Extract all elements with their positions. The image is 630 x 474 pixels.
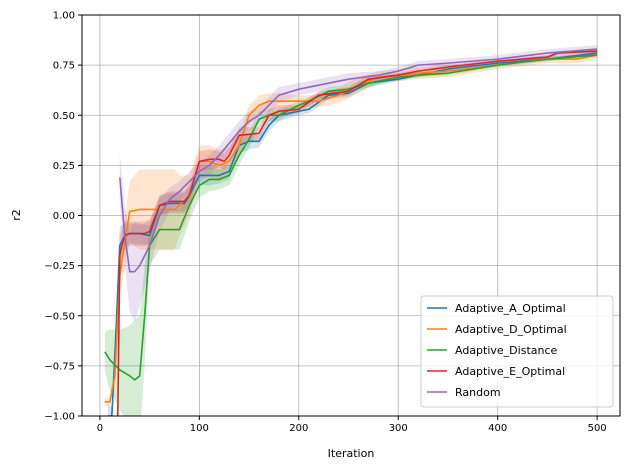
legend-label: Adaptive_A_Optimal (455, 302, 566, 315)
y-tick-label: 1.00 (53, 11, 75, 22)
legend: Adaptive_A_Optimal Adaptive_D_Optimal Adap… (420, 295, 614, 408)
y-tick-label: −0.50 (44, 311, 75, 322)
confidence-bands (104, 45, 598, 416)
grid (82, 14, 620, 417)
x-axis: 0 100 200 300 400 500 (97, 416, 607, 434)
legend-label: Random (455, 386, 501, 399)
y-axis-label: r2 (10, 209, 23, 221)
legend-label: Adaptive_D_Optimal (455, 323, 567, 336)
line-adaptive-d-optimal (104, 54, 598, 403)
x-tick-label: 300 (389, 423, 408, 434)
legend-label: Adaptive_E_Optimal (455, 365, 565, 378)
y-tick-label: 0.75 (53, 61, 75, 72)
band-adaptive-e-optimal (117, 49, 598, 416)
line-adaptive-e-optimal (117, 50, 598, 416)
x-tick-label: 0 (97, 423, 103, 434)
line-adaptive-distance (104, 54, 598, 381)
y-tick-label: −1.00 (44, 412, 75, 423)
y-tick-label: 0.50 (53, 111, 75, 122)
x-tick-label: 500 (588, 423, 607, 434)
series-lines (104, 48, 598, 416)
y-tick-label: 0.00 (53, 211, 75, 222)
y-tick-label: 0.25 (53, 161, 75, 172)
y-tick-label: −0.25 (44, 261, 75, 272)
x-tick-label: 100 (190, 423, 209, 434)
legend-box (420, 295, 614, 408)
legend-label: Adaptive_Distance (455, 344, 558, 357)
y-tick-label: −0.75 (44, 361, 75, 372)
x-tick-label: 200 (289, 423, 308, 434)
x-tick-label: 400 (488, 423, 507, 434)
y-axis: −1.00 −0.75 −0.50 −0.25 0.00 0.25 0.50 0.75 1.00 (44, 11, 82, 423)
x-axis-label: Iteration (328, 447, 375, 460)
line-random (118, 48, 598, 273)
